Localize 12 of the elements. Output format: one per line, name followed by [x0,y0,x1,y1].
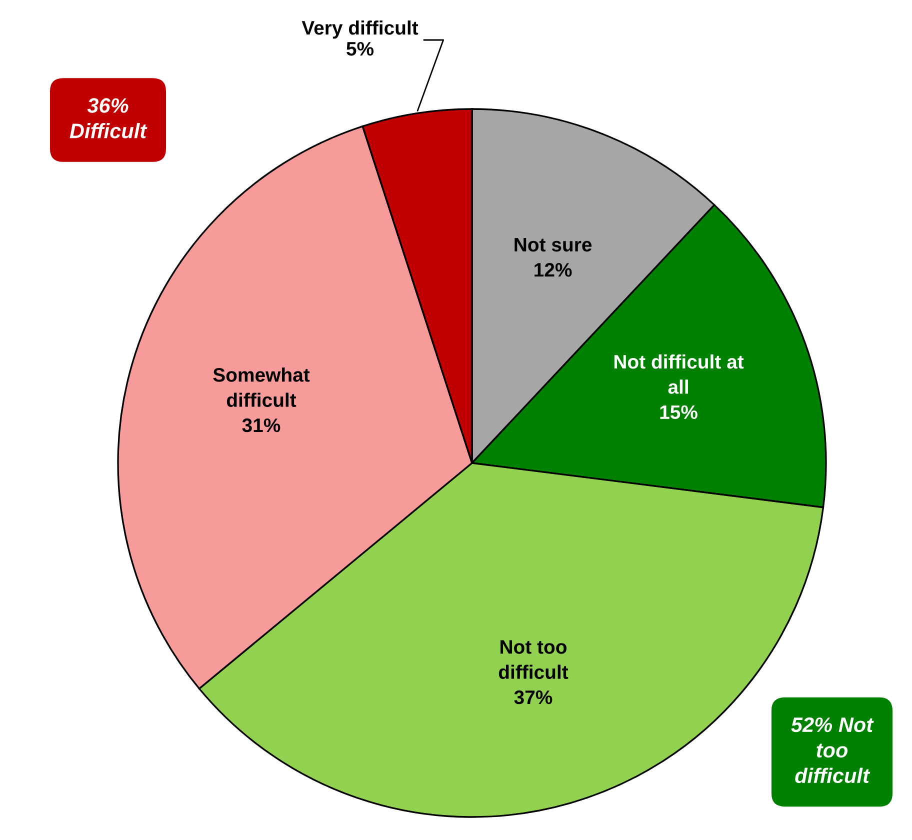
slice-label: Not too difficult [498,640,568,679]
data-label: 12% [534,262,572,277]
text: 52% Not too difficult [791,717,874,784]
text: 36% Difficult [70,98,148,138]
data-label: 31% [242,418,280,432]
slice-label: Somewhat difficult [213,368,310,407]
slice-label: Not sure [514,238,592,252]
slice-label: Very difficult [302,20,418,39]
slice-label: Not difficult at all [614,354,744,394]
data-label: 5% [346,42,374,56]
data-label: 15% [660,405,698,420]
data-label: 37% [514,690,552,704]
